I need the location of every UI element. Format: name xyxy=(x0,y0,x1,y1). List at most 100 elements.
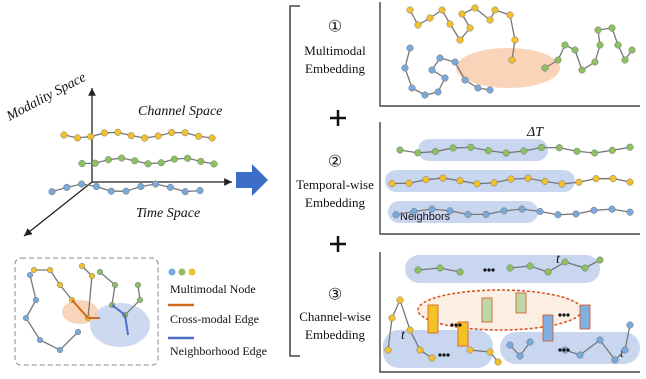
node xyxy=(407,7,414,14)
step-label: Channel-wise xyxy=(299,309,371,324)
node xyxy=(537,208,544,215)
edge xyxy=(64,132,212,138)
node xyxy=(389,315,396,322)
ellipsis-dot xyxy=(491,268,494,271)
node xyxy=(409,85,416,92)
axis-label: Channel Space xyxy=(138,104,222,119)
node xyxy=(189,269,196,276)
node xyxy=(195,133,202,140)
node xyxy=(615,42,622,49)
node xyxy=(447,21,454,28)
legend-label: Cross-modal Edge xyxy=(170,312,259,326)
ellipsis-dot xyxy=(442,353,445,356)
node xyxy=(33,297,39,303)
node xyxy=(57,347,63,353)
node xyxy=(61,132,68,139)
node xyxy=(155,133,162,140)
node xyxy=(432,148,439,155)
node xyxy=(79,263,85,269)
node xyxy=(501,208,508,215)
node xyxy=(592,59,599,66)
node xyxy=(123,188,130,195)
node xyxy=(385,347,392,354)
node xyxy=(422,92,429,99)
node xyxy=(417,347,424,354)
node xyxy=(593,175,600,182)
node xyxy=(562,42,569,49)
node xyxy=(503,150,510,157)
node xyxy=(75,329,81,335)
figure: Modality Space Channel Space Time Space … xyxy=(0,0,646,379)
node xyxy=(27,272,33,278)
node xyxy=(457,269,464,276)
node xyxy=(487,17,494,24)
ellipsis-dot xyxy=(562,348,565,351)
bands xyxy=(383,139,640,368)
ellipsis-dot xyxy=(454,323,457,326)
node xyxy=(467,25,474,32)
node xyxy=(555,211,562,218)
node xyxy=(406,180,413,187)
arrow xyxy=(236,164,268,196)
node xyxy=(23,315,29,321)
ellipsis-dot xyxy=(566,348,569,351)
node xyxy=(459,11,466,18)
node xyxy=(457,37,464,44)
node xyxy=(411,208,418,215)
node xyxy=(57,282,63,288)
step-number: ① xyxy=(328,19,342,36)
node xyxy=(437,265,444,272)
highlight xyxy=(62,300,98,324)
ellipsis-dot xyxy=(438,353,441,356)
node xyxy=(88,133,95,140)
node xyxy=(135,282,141,288)
node xyxy=(429,355,436,362)
node xyxy=(397,297,404,304)
node xyxy=(542,65,549,72)
node xyxy=(423,176,430,183)
ellipsis-dot xyxy=(558,348,561,351)
node xyxy=(509,57,516,64)
node xyxy=(627,209,634,216)
step-label: Embedding xyxy=(305,195,365,210)
node xyxy=(627,322,634,329)
node xyxy=(64,184,71,191)
ellipsis-dot xyxy=(562,313,565,316)
node xyxy=(521,148,528,155)
node xyxy=(609,147,616,154)
node xyxy=(171,156,178,163)
node xyxy=(179,269,186,276)
node xyxy=(437,55,444,62)
node xyxy=(429,206,436,213)
node xyxy=(507,12,514,19)
node xyxy=(627,179,634,186)
ellipsis-dot xyxy=(450,323,453,326)
node xyxy=(507,342,514,349)
node xyxy=(492,7,499,14)
node xyxy=(475,85,482,92)
node xyxy=(49,188,56,195)
node xyxy=(485,147,492,154)
node xyxy=(168,129,175,136)
node xyxy=(629,47,636,54)
node xyxy=(467,144,474,151)
legend-label: Multimodal Node xyxy=(170,282,256,296)
node xyxy=(132,157,139,164)
node xyxy=(597,337,604,344)
node xyxy=(545,269,552,276)
node xyxy=(491,179,498,186)
node xyxy=(47,267,53,273)
node xyxy=(138,183,145,190)
step-label: Multimodal xyxy=(304,43,366,58)
node xyxy=(184,155,191,162)
node xyxy=(105,156,112,163)
node xyxy=(591,207,598,214)
node xyxy=(457,177,464,184)
node xyxy=(597,42,604,49)
node xyxy=(415,22,422,29)
node xyxy=(609,206,616,213)
ellipsis-dot xyxy=(458,323,461,326)
ellipsis-dot xyxy=(487,268,490,271)
node xyxy=(158,159,165,166)
node xyxy=(197,187,204,194)
